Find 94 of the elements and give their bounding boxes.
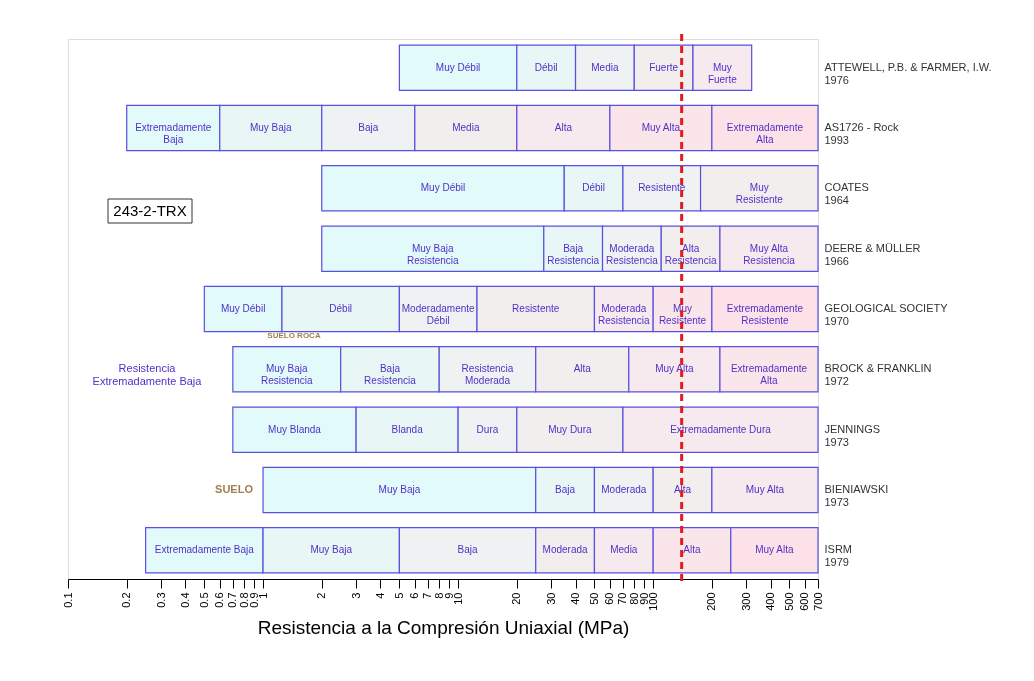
data-label: Muy Alta [641,121,681,133]
data-label: Muy Alta [755,544,794,556]
data-label: Débil [329,303,353,314]
x-tick-label: 60 [603,592,616,605]
data-label: Alta Resistencia [664,242,717,266]
x-tick-label: 600 [798,592,811,611]
data-label: Muy Débil [420,182,466,194]
x-tick-label: 6 [408,592,421,599]
x-tick-label: 0.9 [247,592,260,608]
data-label: Baja Resistencia [547,242,600,266]
data-label: Moderada Resistencia [606,242,659,266]
x-tick-label: 8 [432,592,445,599]
data-label: Muy Débil [220,303,266,314]
data-label: Extremadamente Resistente [726,303,804,326]
data-label: Extremadamente Dura [670,423,772,435]
data-label: Extremadamente Alta [726,121,804,145]
data-label: Media [610,544,638,556]
data-label: Baja Resistencia [364,363,417,387]
annotation: SUELO [215,483,254,495]
x-tick-label: 0.6 [213,592,226,608]
data-label: Muy Alta [745,484,785,496]
x-tick-label: 0.4 [178,592,191,608]
data-label: Moderada Resistencia [597,303,651,326]
data-label: Muy Alta Resistencia [743,242,796,266]
y-tick-label: DEERE & MÜLLER 1966 [824,241,921,267]
x-tick-label: 4 [373,592,386,599]
data-label: Muy Alta [655,363,694,375]
y-tick-label: GEOLOGICAL SOCIETY 1970 [824,302,949,327]
x-tick-label: 5 [392,592,405,599]
y-tick-label: COATES 1964 [824,181,869,207]
y-tick-label: JENNINGS 1973 [824,422,881,448]
x-tick-label: 0.5 [197,592,210,608]
data-label: Muy Baja [310,544,353,556]
data-label: Moderada [601,484,647,496]
x-tick-label: 90 [637,592,650,605]
x-tick-label: 20 [510,592,523,605]
data-label: Resistente [638,182,686,194]
data-label: Resistencia Moderada [461,363,514,387]
annotation: 243-2-TRX [113,202,187,219]
x-tick-label: 30 [544,592,557,605]
data-label: Extremadamente Baja [135,121,212,145]
x-tick-label: 7 [421,592,434,599]
data-label: Débil [582,182,605,194]
data-label: Alta [683,544,702,556]
x-tick-label: 80 [627,592,640,605]
data-label: Blanda [391,423,424,435]
x-tick-label: 0.1 [61,592,74,608]
x-tick-label: 500 [783,592,795,611]
x-tick-label: 400 [764,592,777,611]
x-tick-label: 50 [587,592,600,605]
y-tick-label: ATTEWELL, P.B. & FARMER, I.W. 1976 [824,60,992,86]
data-label: Extremadamente Alta [730,363,808,387]
data-label: Muy Baja [378,484,421,496]
y-tick-label: ISRM 1979 [824,543,852,569]
annotation: SUELO ROCA [267,331,321,340]
data-label: Alta [573,363,592,375]
data-label: Dura [476,423,499,435]
data-label: Fuerte [649,61,679,73]
data-label: Baja [555,484,576,496]
data-label: Moderada [542,544,589,556]
data-label: Muy Dura [548,423,592,435]
y-tick-label: BIENIAWSKI 1973 [824,483,889,509]
data-label: Baja [457,544,478,556]
x-tick-label: 0.7 [226,592,239,608]
data-label: Alta [554,121,573,133]
data-label: Muy Fuerte [707,61,738,85]
x-axis-title: Resistencia a la Compresión Uniaxial (MPa) [257,616,630,638]
data-label: Débil [534,61,558,73]
x-tick-label: 0.2 [120,592,133,608]
data-label: Baja [358,121,379,133]
x-tick-label: 700 [811,592,824,611]
x-tick-label: 2 [315,592,328,599]
x-tick-label: 300 [739,592,752,611]
data-label: Extremadamente Baja [154,544,255,556]
y-tick-label: AS1726 - Rock 1993 [824,120,899,146]
x-tick-label: 0.3 [154,592,167,608]
data-label: Media [591,61,619,73]
x-tick-label: 200 [705,592,718,611]
data-label: Moderadamente Débil [401,303,476,326]
x-tick-label: 40 [569,592,582,605]
data-label: Muy Resistente [735,182,784,206]
data-label: Muy Baja Resistencia [260,363,314,387]
data-label: Muy Débil [435,61,481,73]
data-label: Media [452,121,480,133]
data-label: Muy Blanda [268,423,322,435]
x-tick-label: 0.8 [237,592,250,608]
annotation: Resistencia Extremadamente Baja [92,362,203,387]
y-tick-label: BROCK & FRANKLIN 1972 [824,362,932,388]
data-label: Resistente [512,303,560,314]
x-tick-label: 70 [616,592,629,605]
data-label: Muy Resistente [658,303,707,326]
x-tick-label: 3 [349,592,362,599]
data-label: Muy Baja [249,121,293,133]
data-label: Muy Baja Resistencia [406,242,460,266]
